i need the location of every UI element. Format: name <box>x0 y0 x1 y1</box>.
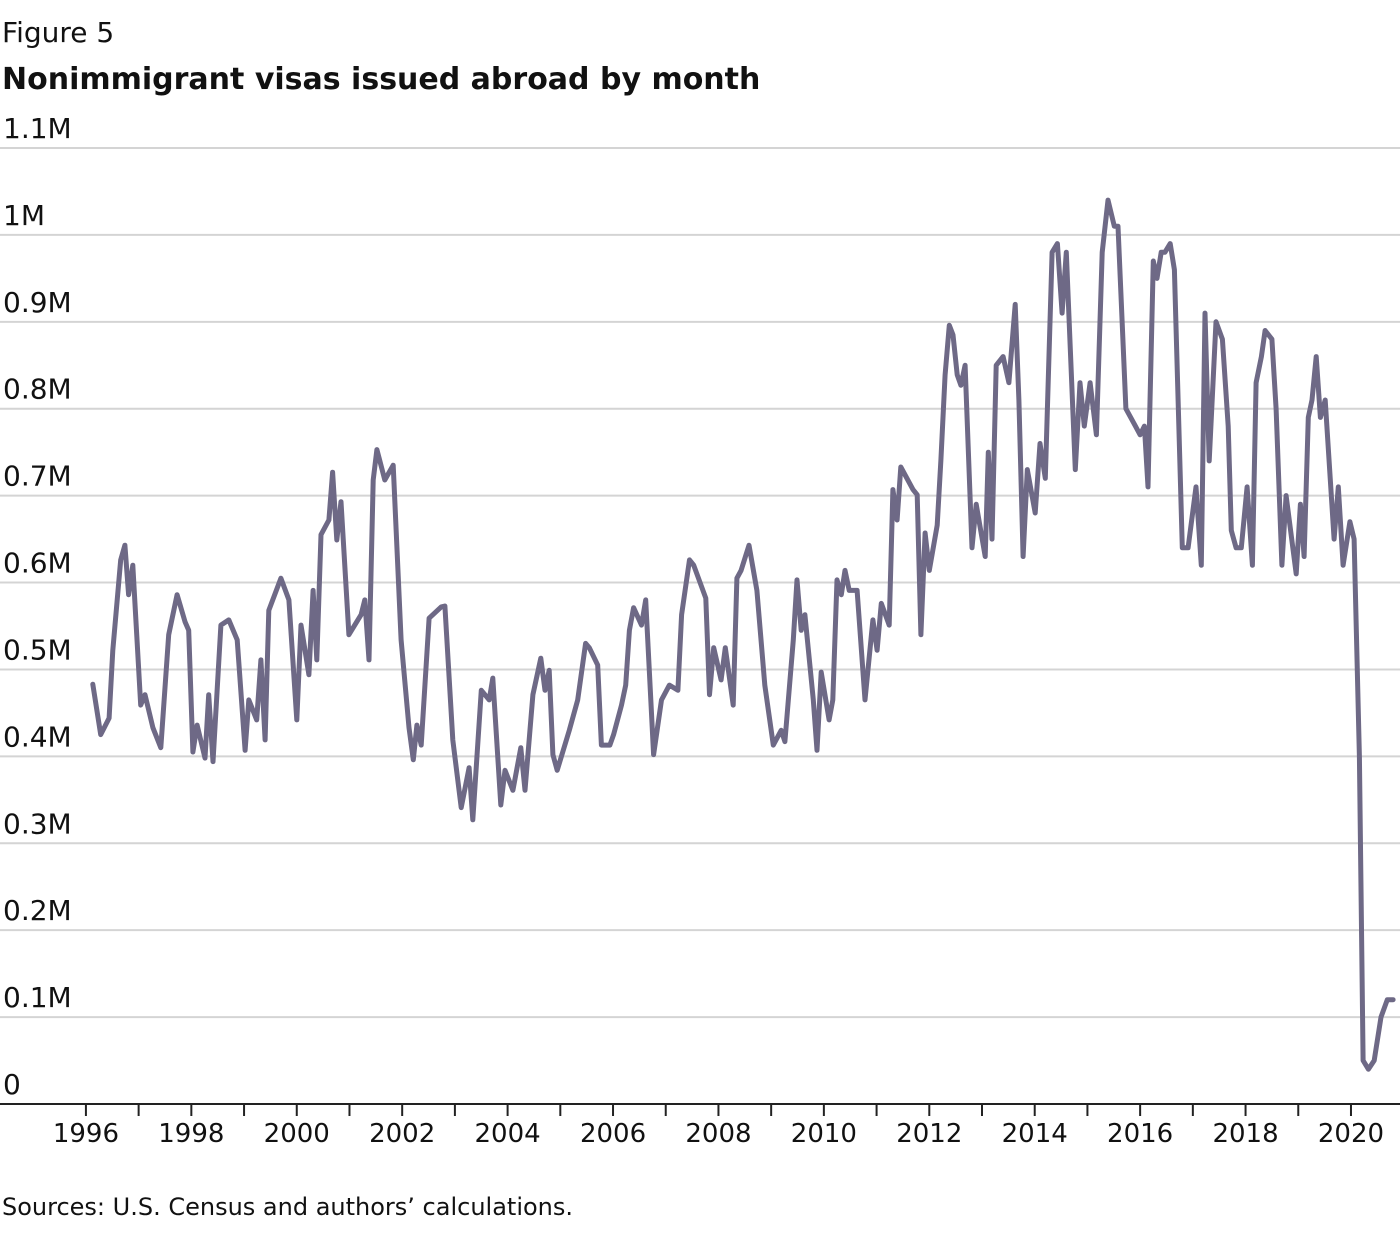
chart-title: Nonimmigrant visas issued abroad by mont… <box>2 62 760 97</box>
x-tick-label: 2002 <box>369 1119 435 1149</box>
x-tick-label: 2020 <box>1318 1119 1384 1149</box>
y-tick-label: 0.7M <box>3 460 72 493</box>
data-line <box>90 197 1396 1072</box>
y-tick-label: 0.8M <box>3 373 72 406</box>
x-tick-label: 2008 <box>685 1119 751 1149</box>
x-tick-label: 2012 <box>896 1119 962 1149</box>
source-note: Sources: U.S. Census and authors’ calcul… <box>2 1193 573 1221</box>
y-tick-label: 0 <box>3 1068 21 1101</box>
x-tick-label: 2006 <box>580 1119 646 1149</box>
x-tick-label: 2000 <box>264 1119 330 1149</box>
y-tick-label: 0.5M <box>3 633 72 666</box>
x-tick-label: 1998 <box>158 1119 224 1149</box>
x-tick-label: 2018 <box>1212 1119 1278 1149</box>
x-tick-label: 1996 <box>53 1119 119 1149</box>
x-tick-label: 2004 <box>475 1119 541 1149</box>
y-tick-label: 0.3M <box>3 807 72 840</box>
y-tick-label: 0.1M <box>3 981 72 1014</box>
y-tick-label: 1.1M <box>3 112 72 145</box>
x-tick-label: 2010 <box>791 1119 857 1149</box>
y-tick-label: 0.9M <box>3 286 72 319</box>
y-tick-label: 0.6M <box>3 547 72 580</box>
x-tick-label: 2016 <box>1107 1119 1173 1149</box>
y-tick-label: 1M <box>3 199 45 232</box>
figure-label: Figure 5 <box>2 16 114 49</box>
y-tick-label: 0.4M <box>3 720 72 753</box>
y-tick-label: 0.2M <box>3 894 72 927</box>
x-tick-label: 2014 <box>1002 1119 1068 1149</box>
